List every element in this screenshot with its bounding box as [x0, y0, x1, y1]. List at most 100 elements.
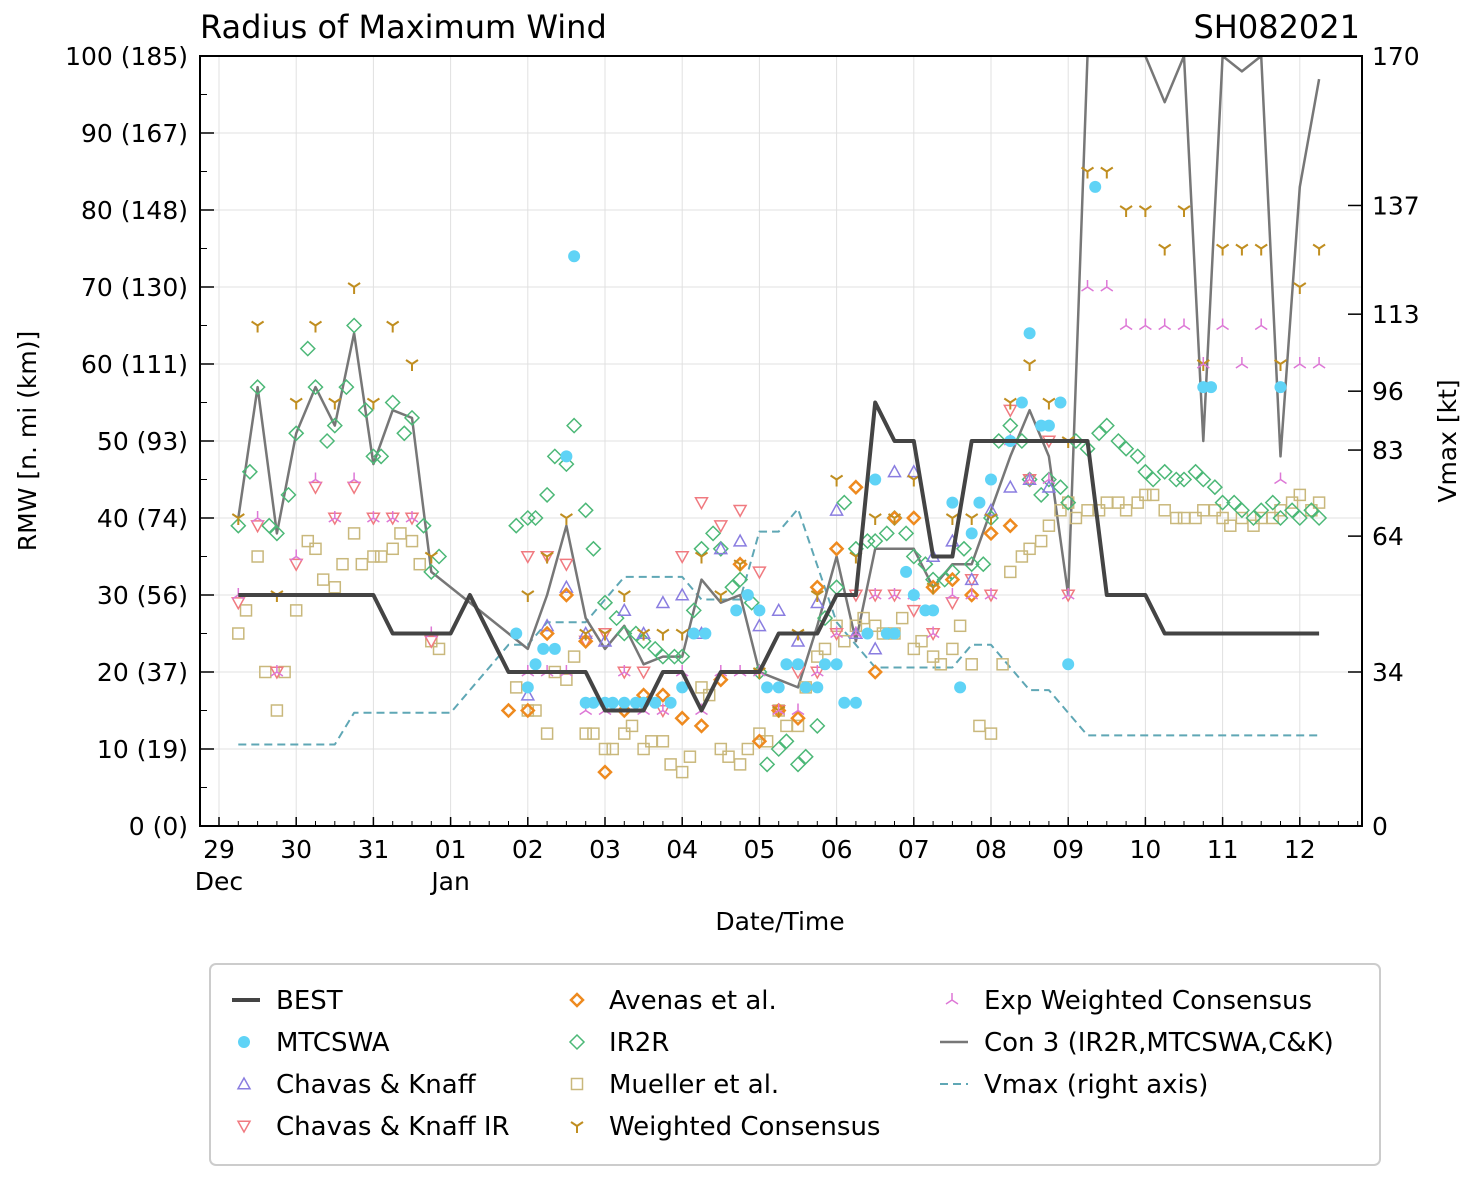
x-tick-label: 02 — [512, 835, 544, 864]
point-mueller-et-al — [347, 527, 361, 540]
point-exp-weighted-consensus — [656, 703, 670, 716]
point-weighted-consensus — [405, 359, 419, 371]
point-mueller-et-al — [1305, 504, 1318, 517]
point-mueller-et-al — [606, 742, 619, 756]
legend-label: Vmax (right axis) — [984, 1070, 1208, 1100]
point-mueller-et-al — [529, 704, 542, 717]
point-avenas-et-al — [539, 625, 555, 642]
point-chavas-knaff-ir — [231, 597, 246, 611]
legend-item-best: BEST — [232, 986, 343, 1016]
point-mueller-et-al — [984, 727, 998, 740]
x-tick-label: 01 — [435, 835, 467, 864]
point-mtcswa — [1023, 327, 1036, 340]
point-chavas-knaff — [1022, 471, 1037, 486]
point-ir2r — [307, 379, 324, 396]
point-exp-weighted-consensus — [309, 472, 322, 485]
series-line-best — [238, 400, 1320, 713]
point-mueller-et-al — [907, 642, 921, 656]
point-weighted-consensus — [810, 590, 824, 602]
y-tick-label: 80 (148) — [81, 196, 188, 225]
point-mueller-et-al — [1189, 511, 1202, 525]
point-avenas-et-al — [790, 710, 806, 726]
point-weighted-consensus — [694, 551, 709, 564]
series-weighted-consensus — [231, 166, 1326, 718]
point-ir2r — [1002, 417, 1019, 434]
y-tick-label: 10 (19) — [97, 735, 188, 764]
point-ir2r — [566, 417, 583, 434]
point-weighted-consensus — [366, 397, 380, 410]
point-weighted-consensus — [868, 513, 882, 525]
point-exp-weighted-consensus — [328, 511, 342, 523]
point-ir2r — [423, 563, 440, 580]
y2-tick-label: 137 — [1372, 191, 1420, 220]
point-weighted-consensus — [675, 628, 689, 641]
point-exp-weighted-consensus — [1254, 318, 1268, 331]
point-mueller-et-al — [811, 650, 824, 663]
point-ir2r — [1060, 494, 1077, 511]
point-chavas-knaff — [1003, 479, 1018, 493]
point-mtcswa — [606, 696, 619, 709]
point-ir2r — [1253, 502, 1270, 519]
point-mueller-et-al — [1069, 511, 1083, 525]
point-chavas-knaff — [520, 687, 536, 701]
point-weighted-consensus — [1177, 205, 1191, 217]
y2-axis-label: Vmax [kt] — [1433, 379, 1462, 502]
legend-label: BEST — [276, 986, 343, 1016]
point-ir2r — [732, 571, 749, 588]
point-mueller-et-al — [309, 542, 322, 556]
point-weighted-consensus — [714, 590, 728, 602]
point-ir2r — [1303, 502, 1320, 519]
point-exp-weighted-consensus — [1216, 318, 1230, 331]
point-chavas-knaff-ir — [288, 558, 304, 572]
point-ir2r — [1137, 463, 1154, 480]
point-exp-weighted-consensus — [1081, 280, 1094, 292]
legend-label: Mueller et al. — [609, 1070, 779, 1100]
point-exp-weighted-consensus — [926, 626, 940, 639]
legend-label: MTCSWA — [276, 1028, 390, 1058]
point-chavas-knaff-ir — [752, 566, 767, 580]
legend-item-mueller-et-al: Mueller et al. — [570, 1070, 779, 1100]
point-chavas-knaff — [539, 618, 555, 632]
legend-swatch — [569, 992, 585, 1008]
legend-swatch — [236, 1120, 252, 1134]
point-mueller-et-al — [587, 727, 600, 740]
point-mueller-et-al — [1034, 534, 1048, 548]
series-line-con-3-ir2r-mtcswa-c-k — [237, 56, 1321, 689]
legend-box — [209, 963, 1381, 1166]
point-exp-weighted-consensus — [888, 588, 901, 600]
point-mtcswa — [664, 696, 677, 709]
point-chavas-knaff — [597, 633, 613, 647]
point-avenas-et-al — [809, 579, 826, 596]
point-mueller-et-al — [1285, 496, 1299, 509]
point-chavas-knaff — [771, 602, 786, 616]
x-tick-label: 06 — [821, 835, 853, 864]
point-exp-weighted-consensus — [1100, 280, 1114, 292]
point-chavas-knaff — [829, 502, 844, 516]
point-mueller-et-al — [367, 550, 380, 563]
point-ir2r — [1118, 440, 1135, 457]
point-exp-weighted-consensus — [347, 472, 361, 485]
point-weighted-consensus — [1138, 205, 1152, 217]
point-chavas-knaff-ir — [732, 504, 748, 518]
point-mueller-et-al — [868, 619, 882, 633]
series-mtcswa — [510, 180, 1287, 709]
point-mueller-et-al — [1266, 511, 1280, 525]
point-mueller-et-al — [1208, 504, 1222, 517]
x-tick-month: Dec — [195, 867, 243, 896]
point-mtcswa — [548, 642, 561, 655]
legend-swatch — [568, 1033, 586, 1051]
point-mueller-et-al — [683, 750, 697, 763]
point-mueller-et-al — [413, 557, 426, 571]
y-tick-label: 0 (0) — [129, 812, 188, 841]
point-ir2r — [596, 594, 614, 611]
point-ir2r — [357, 402, 374, 419]
point-mtcswa — [587, 696, 600, 709]
point-mtcswa — [819, 658, 832, 671]
point-exp-weighted-consensus — [617, 665, 631, 677]
point-exp-weighted-consensus — [1235, 357, 1249, 369]
point-exp-weighted-consensus — [405, 511, 419, 523]
point-mueller-et-al — [1139, 488, 1152, 502]
point-mtcswa — [907, 589, 920, 601]
point-avenas-et-al — [983, 525, 999, 542]
point-chavas-knaff-ir — [713, 520, 729, 534]
